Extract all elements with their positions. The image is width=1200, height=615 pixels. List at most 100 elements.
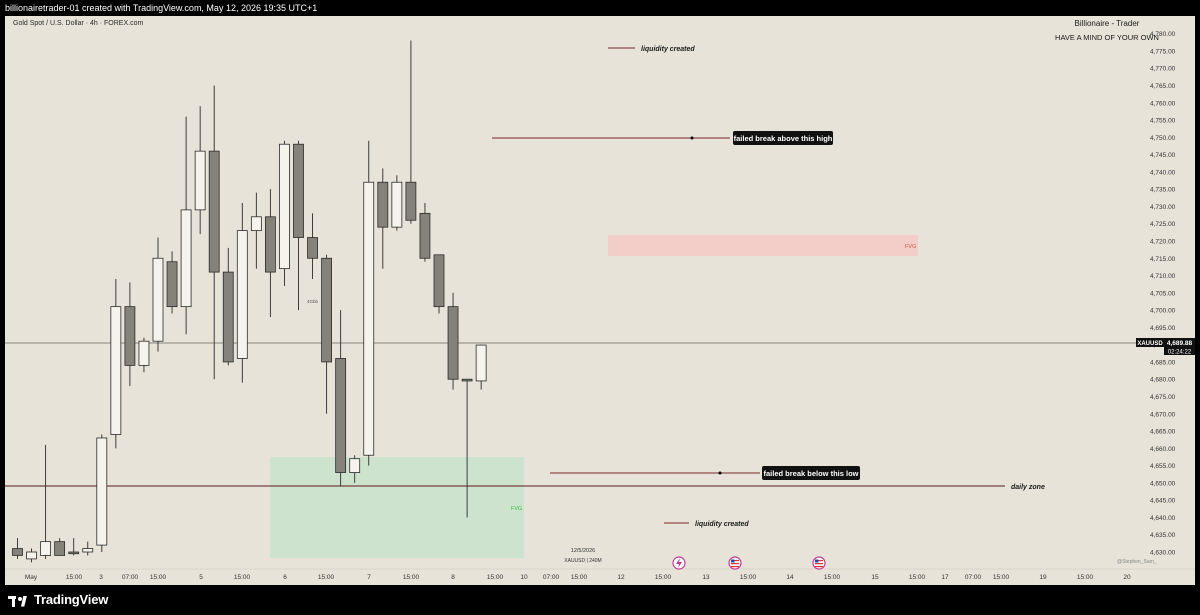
price-tick-label: 4,685.00 — [1150, 359, 1176, 366]
price-tick-label: 4,635.00 — [1150, 532, 1176, 539]
candle — [96, 434, 108, 552]
time-axis: May 15:00 3 07:00 15:00 5 15:00 6 15:00 7 15:00 8 15… — [5, 568, 1195, 581]
us-flag-event-icon[interactable] — [812, 556, 826, 570]
candle-body-down — [68, 551, 80, 555]
time-tick-label: 5 — [199, 574, 203, 581]
candle-body-down — [321, 257, 333, 363]
failed-low-point — [718, 471, 722, 475]
candle-body-up — [349, 458, 361, 473]
time-tick-label: 15:00 — [234, 574, 251, 581]
candle-body-down — [54, 541, 66, 556]
candle — [194, 106, 206, 235]
candle — [447, 292, 459, 390]
lightning-event-icon[interactable] — [672, 556, 686, 570]
tradingview-logo-icon — [8, 593, 28, 607]
candle-body-down — [461, 378, 473, 382]
price-tick-label: 4,775.00 — [1150, 48, 1176, 55]
candle — [419, 202, 431, 262]
candle — [138, 337, 150, 373]
failed-high-point — [690, 136, 694, 140]
time-tick-label: 13 — [702, 574, 710, 581]
candle — [236, 202, 248, 383]
candle — [307, 213, 318, 279]
fvg-zones — [270, 235, 918, 558]
price-tick-label: 4,720.00 — [1150, 238, 1176, 245]
price-tick-label: 4,675.00 — [1150, 394, 1176, 401]
label-failed-low: failed break below this low — [763, 469, 858, 478]
label-small: 4Gbb — [307, 299, 319, 304]
time-tick-label: 15:00 — [824, 574, 841, 581]
price-tick-label: 4,765.00 — [1150, 83, 1176, 90]
label-date-sub: XAUUSD | 240M — [564, 558, 601, 564]
candle-body-up — [475, 344, 487, 382]
label-fvg-green: FVG — [511, 506, 522, 512]
candle-body-up — [152, 257, 164, 342]
candle — [250, 192, 262, 269]
time-tick-label: 07:00 — [122, 574, 139, 581]
time-tick-label: 07:00 — [965, 574, 982, 581]
candle — [110, 278, 122, 449]
candle-body-up — [40, 541, 51, 556]
event-icons — [672, 556, 826, 570]
time-tick-label: 15 — [871, 574, 879, 581]
label-liquidity-bottom: liquidity created — [695, 521, 749, 528]
candle-body-down — [124, 306, 136, 366]
candle-body-down — [166, 261, 178, 308]
time-tick-label: 20 — [1123, 574, 1131, 581]
candlestick-chart[interactable]: 4,780.00 4,775.00 4,770.00 4,765.00 4,760.00… — [5, 16, 1195, 585]
fvg-zone-red — [608, 235, 918, 256]
label-date: 12/5/2026 — [571, 548, 595, 554]
price-tick-label: 4,645.00 — [1150, 498, 1176, 505]
candle — [335, 310, 347, 487]
time-tick-label: 7 — [367, 574, 371, 581]
time-tick-label: 19 — [1039, 574, 1047, 581]
time-tick-label: 17 — [941, 574, 949, 581]
header-text: billionairetrader-01 created with Tradin… — [5, 3, 318, 13]
candle-body-up — [138, 340, 150, 366]
candle-body-down — [447, 306, 459, 380]
candle-body-up — [110, 306, 122, 435]
price-tick-label: 4,630.00 — [1150, 550, 1176, 557]
footer-bar: TradingView — [0, 585, 1200, 615]
us-flag-event-icon[interactable] — [728, 556, 742, 570]
candle — [166, 251, 178, 314]
fvg-zone-green — [270, 457, 524, 558]
time-tick-label: 15:00 — [571, 574, 588, 581]
candle-body-up — [250, 216, 262, 232]
candle — [68, 538, 80, 556]
label-failed-high: failed break above this high — [734, 134, 833, 143]
candle-body-up — [180, 209, 192, 308]
candle-body-up — [96, 437, 108, 546]
time-tick-label: 8 — [451, 574, 455, 581]
price-tick-label: 4,695.00 — [1150, 325, 1176, 332]
candle-body-down — [433, 254, 445, 308]
price-tick-label: 4,660.00 — [1150, 446, 1176, 453]
price-tick-label: 4,705.00 — [1150, 290, 1176, 297]
candle-body-up — [279, 143, 290, 270]
price-tick-label: 4,735.00 — [1150, 187, 1176, 194]
chart-frame[interactable]: 4,780.00 4,775.00 4,770.00 4,765.00 4,760.00… — [5, 16, 1195, 585]
candle — [433, 254, 445, 314]
candle-body-down — [405, 181, 417, 221]
candle-body-up — [363, 181, 375, 456]
price-tick-label: 4,670.00 — [1150, 411, 1176, 418]
candle — [279, 140, 290, 286]
candle-body-down — [12, 548, 23, 556]
time-tick-label: 15:00 — [993, 574, 1010, 581]
footer-logo-text: TradingView — [34, 592, 109, 607]
candle-body-down — [222, 271, 234, 363]
tradingview-logo[interactable]: TradingView — [8, 592, 108, 607]
candle — [461, 378, 473, 518]
time-tick-label: May — [25, 574, 38, 581]
time-tick-label: 15:00 — [318, 574, 335, 581]
price-tick-label: 4,780.00 — [1150, 31, 1176, 38]
price-tick-label: 4,770.00 — [1150, 66, 1176, 73]
time-tick-label: 15:00 — [655, 574, 672, 581]
time-tick-label: 10 — [520, 574, 528, 581]
price-tick-label: 4,665.00 — [1150, 429, 1176, 436]
label-daily-zone: daily zone — [1011, 484, 1045, 491]
time-tick-label: 15:00 — [66, 574, 83, 581]
last-price-badge: XAUUSD 4,689.88 02:24:22 — [1136, 338, 1195, 356]
badge-symbol: XAUUSD — [1137, 341, 1163, 347]
time-tick-label: 12 — [617, 574, 625, 581]
